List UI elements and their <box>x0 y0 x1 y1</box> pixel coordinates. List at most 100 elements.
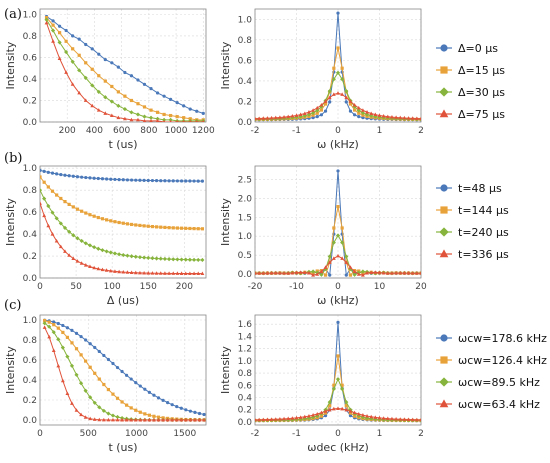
data-point-red <box>261 271 266 275</box>
y-axis-label: Intensity <box>219 41 232 89</box>
data-point-orange <box>353 414 357 418</box>
y-tick-label: 0.4 <box>23 75 38 85</box>
legend-label: ωcw=89.5 kHz <box>458 376 540 389</box>
y-tick-label: 0.6 <box>238 381 253 391</box>
data-point-green <box>97 405 102 410</box>
data-point-blue <box>188 107 192 111</box>
data-point-blue <box>169 97 173 101</box>
data-point-blue <box>88 176 92 180</box>
data-point-orange <box>340 226 344 230</box>
data-point-red <box>182 119 185 122</box>
data-point-orange <box>348 102 353 106</box>
data-point-orange <box>150 224 155 229</box>
data-point-blue <box>323 109 328 113</box>
data-point-blue <box>142 82 147 86</box>
data-point-red <box>101 417 106 422</box>
data-point-orange <box>175 226 180 230</box>
data-point-red <box>47 334 52 339</box>
data-point-red <box>152 417 156 422</box>
data-point-blue <box>84 42 88 47</box>
data-point-blue <box>175 404 179 409</box>
data-point-green <box>344 254 349 259</box>
data-point-red <box>79 412 83 417</box>
data-point-orange <box>77 53 81 57</box>
y-tick-label: 0.8 <box>23 32 38 42</box>
data-point-orange <box>353 108 357 112</box>
data-point-orange <box>323 411 328 415</box>
legend-marker-blue <box>440 334 448 342</box>
data-point-blue <box>97 349 101 354</box>
data-point-red <box>282 271 286 275</box>
data-point-red <box>298 415 303 419</box>
data-point-orange <box>46 185 50 189</box>
y-tick-label: 1.6 <box>238 320 253 330</box>
data-point-red <box>257 271 262 275</box>
data-point-green <box>42 321 47 326</box>
x-tick-label: -20 <box>248 282 263 292</box>
series-line-green <box>255 71 421 120</box>
data-point-red <box>67 253 72 257</box>
data-point-green <box>75 236 80 241</box>
data-point-red <box>138 270 142 275</box>
data-point-red <box>336 406 340 410</box>
data-point-orange <box>134 408 138 412</box>
data-point-red <box>377 113 382 117</box>
data-point-blue <box>75 175 80 179</box>
series-group <box>255 169 421 277</box>
y-tick-label: 0.0 <box>238 418 253 428</box>
data-point-blue <box>323 414 328 418</box>
y-tick-label: 1.0 <box>238 357 253 367</box>
data-point-red <box>122 116 127 121</box>
data-point-blue <box>336 169 340 173</box>
x-tick-label: 2 <box>418 126 424 136</box>
data-point-orange <box>146 224 150 228</box>
data-point-red <box>74 408 79 412</box>
data-point-blue <box>348 414 353 418</box>
data-point-orange <box>63 199 67 204</box>
data-point-blue <box>93 345 97 350</box>
data-point-green <box>311 110 316 116</box>
x-tick-label: -2 <box>251 126 260 136</box>
data-point-orange <box>130 222 134 227</box>
plot-frame <box>39 314 207 426</box>
y-tick-label: 0.4 <box>238 394 253 404</box>
data-point-red <box>298 112 303 117</box>
data-point-red <box>192 271 196 275</box>
data-point-red <box>133 417 138 422</box>
data-point-blue <box>167 179 171 183</box>
data-point-orange <box>162 112 166 117</box>
data-point-orange <box>147 413 152 417</box>
data-point-blue <box>336 11 340 15</box>
data-point-red <box>360 413 365 417</box>
data-point-blue <box>109 177 113 181</box>
data-point-blue <box>125 373 129 377</box>
data-point-orange <box>70 341 74 345</box>
y-tick-label: 1.0 <box>23 316 38 326</box>
data-point-blue <box>51 19 55 23</box>
data-point-orange <box>155 110 160 114</box>
data-point-red <box>385 114 390 119</box>
data-point-red <box>150 271 155 275</box>
data-point-green <box>356 108 361 113</box>
data-point-green <box>155 116 160 121</box>
panel-label-b: (b) <box>4 151 22 166</box>
series-group <box>255 11 421 122</box>
series-line-orange <box>46 17 204 121</box>
data-point-blue <box>96 176 100 181</box>
data-point-red <box>187 271 192 275</box>
data-point-blue <box>184 408 188 412</box>
data-point-green <box>87 243 93 248</box>
series-group <box>42 318 206 423</box>
data-point-orange <box>138 223 142 228</box>
x-tick-label: 0 <box>37 429 43 439</box>
data-point-orange <box>71 205 75 209</box>
data-point-orange <box>111 392 115 396</box>
data-point-red <box>116 115 121 120</box>
data-point-green <box>62 225 68 230</box>
data-point-orange <box>97 74 101 78</box>
data-point-green <box>92 245 97 250</box>
data-point-red <box>124 417 129 422</box>
data-point-green <box>150 256 155 261</box>
data-point-red <box>286 416 291 421</box>
data-point-blue <box>142 178 146 182</box>
